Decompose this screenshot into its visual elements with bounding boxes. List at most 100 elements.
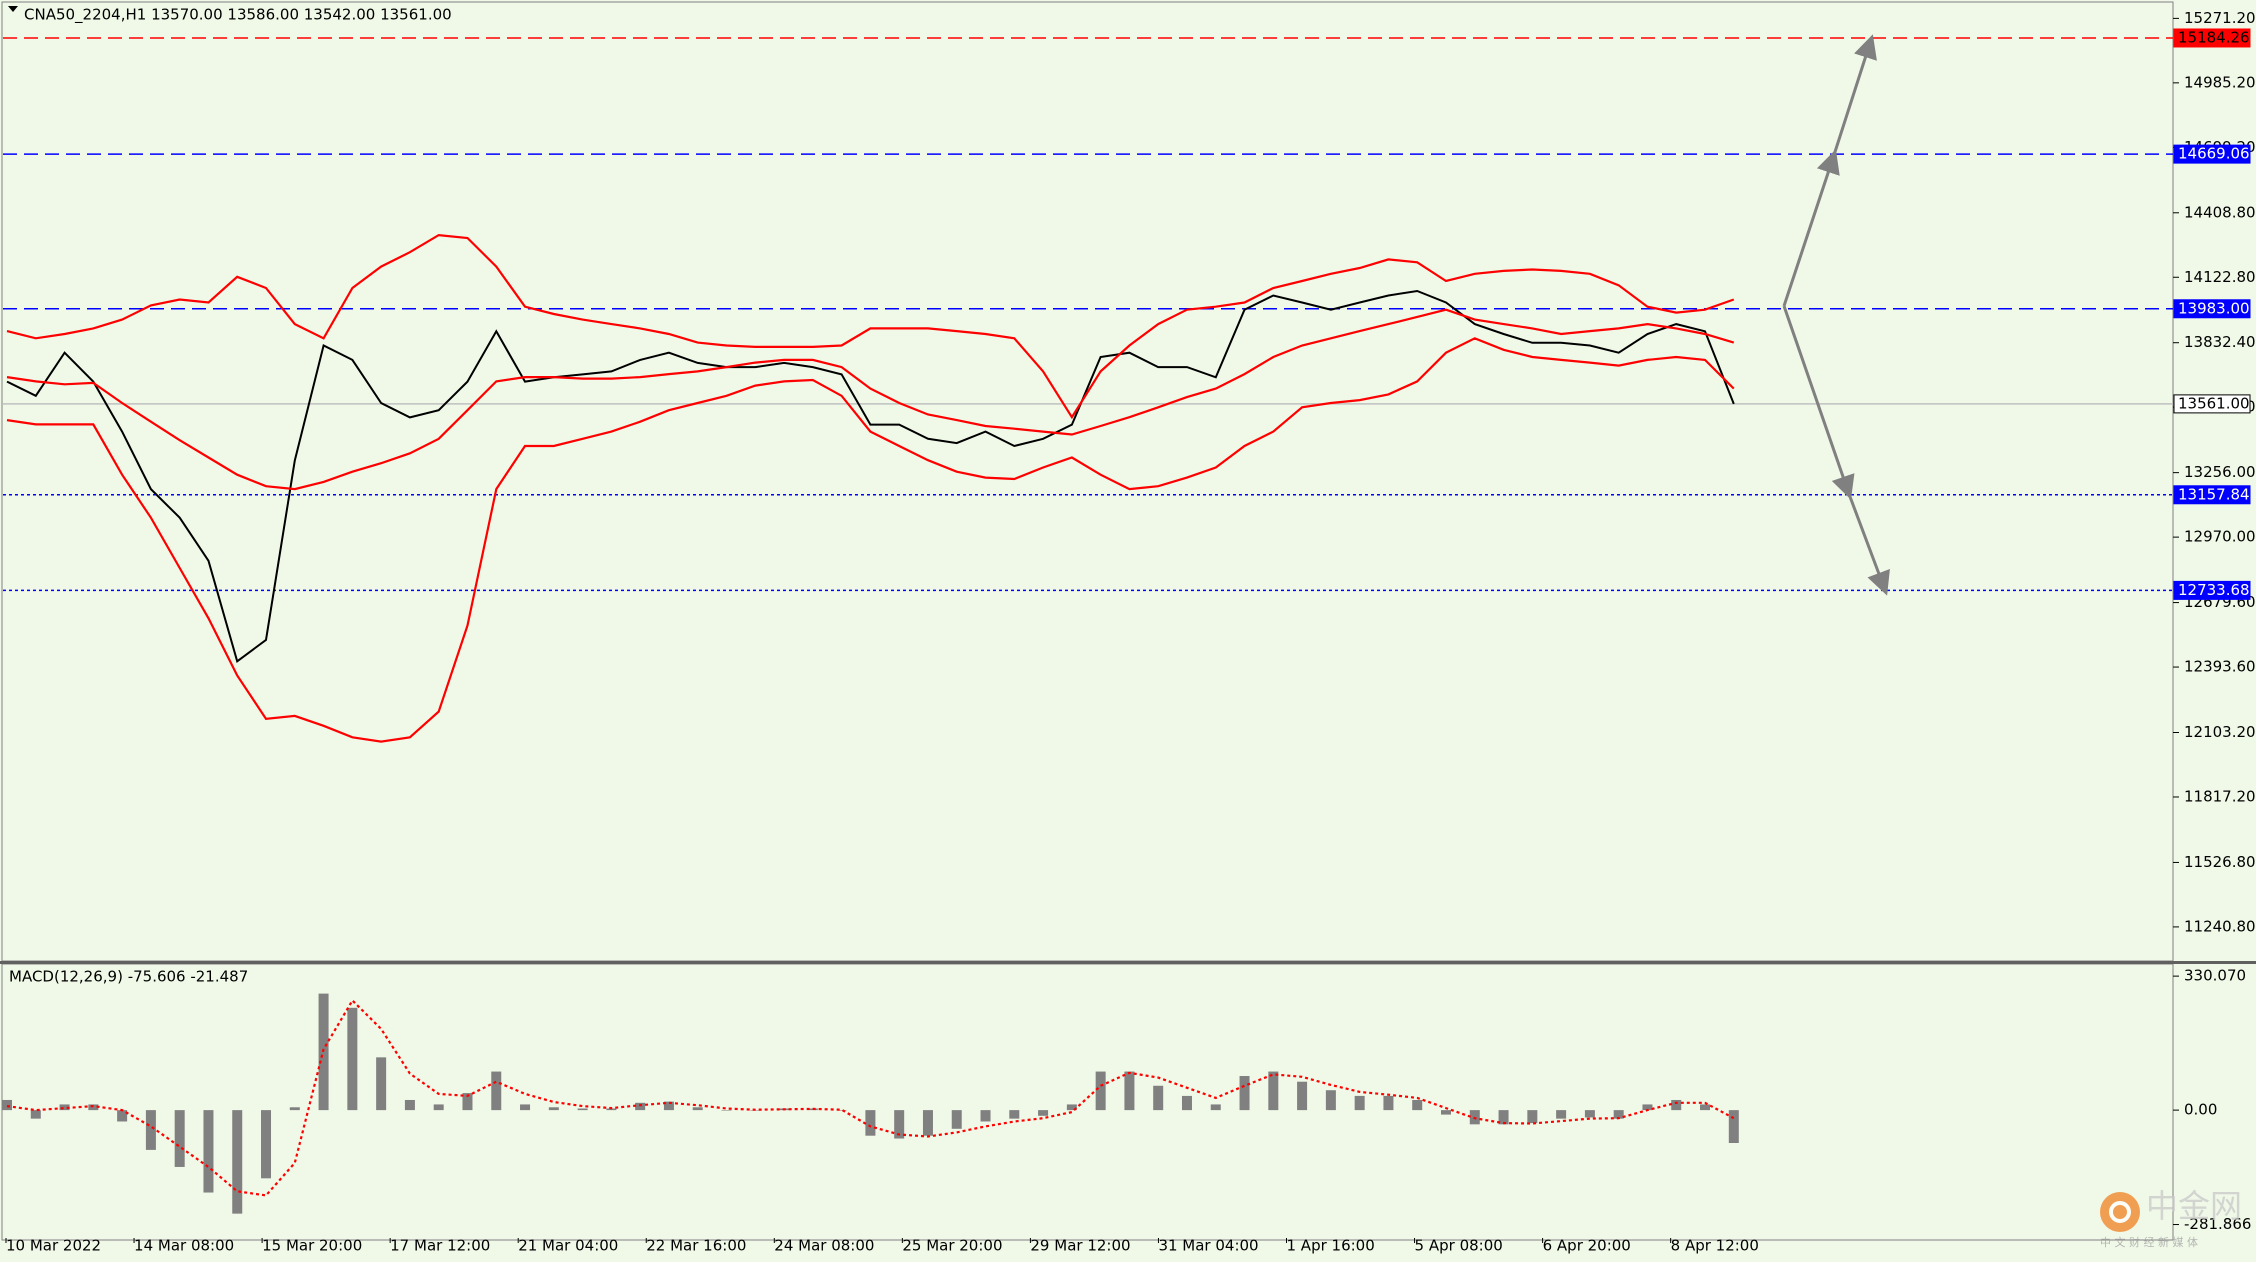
histogram-bar: [1325, 1090, 1336, 1111]
histogram-bar: [1700, 1104, 1711, 1111]
arrow-down-2: [1847, 493, 1890, 596]
x-tick-label: 24 Mar 08:00: [774, 1237, 874, 1255]
histogram-bar: [836, 1110, 847, 1111]
histogram-bar: [1095, 1071, 1106, 1111]
histogram-bar: [1124, 1071, 1135, 1111]
histogram-bar: [1671, 1099, 1682, 1111]
chart-title: CNA50_2204,H1 13570.00 13586.00 13542.00…: [24, 6, 452, 25]
x-tick-label: 6 Apr 20:00: [1543, 1237, 1631, 1255]
histogram-bar: [1584, 1110, 1595, 1118]
level-label-box: [2173, 28, 2251, 48]
histogram-bar: [1613, 1110, 1624, 1119]
y-tick-label: 0.00: [2184, 1101, 2217, 1119]
macd-title: MACD(12,26,9) -75.606 -21.487: [9, 968, 248, 986]
series-line: [6, 289, 1735, 663]
y-tick-label: 11240.80: [2184, 917, 2256, 935]
histogram-bar: [922, 1110, 933, 1136]
y-tick-label: 11817.20: [2184, 787, 2256, 805]
x-tick-label: 15 Mar 20:00: [262, 1237, 362, 1255]
level-label-box: [2173, 394, 2251, 414]
x-tick-label: 22 Mar 16:00: [646, 1237, 746, 1255]
x-tick-label: 1 Apr 16:00: [1287, 1237, 1375, 1255]
level-label: 12733.68: [2178, 581, 2250, 599]
histogram-bar: [1642, 1104, 1653, 1111]
histogram-bar: [2, 1099, 12, 1111]
histogram-bar: [1412, 1099, 1423, 1111]
histogram-bar: [980, 1110, 991, 1122]
watermark-subtitle: 中 文 财 经 新 媒 体: [2100, 1235, 2198, 1249]
histogram-bar: [1441, 1110, 1451, 1115]
histogram-bar: [117, 1110, 128, 1122]
level-label: 15184.26: [2178, 28, 2250, 46]
histogram-bar: [1354, 1095, 1365, 1111]
x-tick-label: 17 Mar 12:00: [390, 1237, 490, 1255]
y-tick-label: 12103.20: [2184, 723, 2256, 741]
histogram-bar: [462, 1093, 473, 1111]
histogram-bar: [59, 1104, 70, 1111]
histogram-bar: [404, 1099, 415, 1111]
histogram-bar: [1556, 1110, 1567, 1119]
histogram-bar: [721, 1110, 732, 1111]
y-tick-label: 14985.20: [2184, 73, 2256, 91]
histogram-bar: [1009, 1110, 1020, 1119]
histogram-bar: [1038, 1110, 1049, 1116]
y-tick-label: 11526.80: [2184, 853, 2256, 871]
y-tick-label: 13832.40: [2184, 333, 2256, 351]
histogram-bar: [174, 1110, 185, 1167]
histogram-bar: [663, 1101, 674, 1111]
level-label: 13157.84: [2178, 485, 2250, 503]
histogram-bar: [1181, 1095, 1192, 1111]
histogram-bar: [1527, 1110, 1538, 1124]
title-marker: [8, 6, 18, 12]
x-tick-label: 10 Mar 2022: [6, 1237, 101, 1255]
watermark-logo: [2100, 1192, 2140, 1232]
level-label: 14669.06: [2178, 145, 2250, 163]
histogram-bar: [1153, 1085, 1164, 1111]
level-label-box: [2173, 580, 2251, 600]
y-tick-label: 330.070: [2184, 967, 2246, 985]
histogram-bar: [1210, 1104, 1221, 1111]
histogram-bar: [577, 1108, 588, 1111]
histogram-bar: [433, 1104, 444, 1111]
series-line: [6, 337, 1735, 743]
histogram-bar: [520, 1104, 531, 1111]
level-label: 13983.00: [2178, 299, 2250, 317]
histogram-bar: [347, 1007, 358, 1111]
y-tick-label: 12970.00: [2184, 528, 2256, 546]
x-tick-label: 29 Mar 12:00: [1030, 1237, 1130, 1255]
histogram-bar: [289, 1107, 300, 1111]
series-line: [6, 998, 1735, 1197]
histogram-bar: [951, 1110, 962, 1129]
series-line: [6, 233, 1735, 420]
histogram-bar: [88, 1104, 99, 1111]
histogram-bar: [1066, 1104, 1077, 1111]
histogram-bar: [232, 1110, 243, 1214]
x-tick-label: 25 Mar 20:00: [902, 1237, 1002, 1255]
histogram-bar: [1498, 1110, 1509, 1125]
x-tick-label: 14 Mar 08:00: [134, 1237, 234, 1255]
histogram-bar: [1383, 1095, 1394, 1111]
histogram-bar: [30, 1110, 41, 1119]
histogram-bar: [1268, 1071, 1279, 1111]
histogram-bar: [1239, 1076, 1250, 1111]
level-label-box: [2173, 485, 2251, 505]
arrow-down-1: [1782, 305, 1855, 500]
histogram-bar: [692, 1107, 703, 1111]
arrow-up-2: [1832, 34, 1877, 156]
x-tick-label: 31 Mar 04:00: [1158, 1237, 1258, 1255]
x-tick-label: 5 Apr 08:00: [1415, 1237, 1503, 1255]
y-tick-label: 13256.00: [2184, 463, 2256, 481]
x-tick-label: 21 Mar 04:00: [518, 1237, 618, 1255]
histogram-bar: [1728, 1110, 1739, 1144]
watermark: 中金网 中 文 财 经 新 媒 体: [2100, 1187, 2242, 1249]
histogram-bar: [865, 1110, 876, 1136]
y-tick-label: 12393.60: [2184, 658, 2256, 676]
histogram-bar: [894, 1110, 905, 1139]
y-tick-label: 14408.80: [2184, 203, 2256, 221]
histogram-bar: [606, 1108, 617, 1111]
forecast-arrows: [1782, 34, 1890, 596]
histogram-bar: [203, 1110, 214, 1193]
